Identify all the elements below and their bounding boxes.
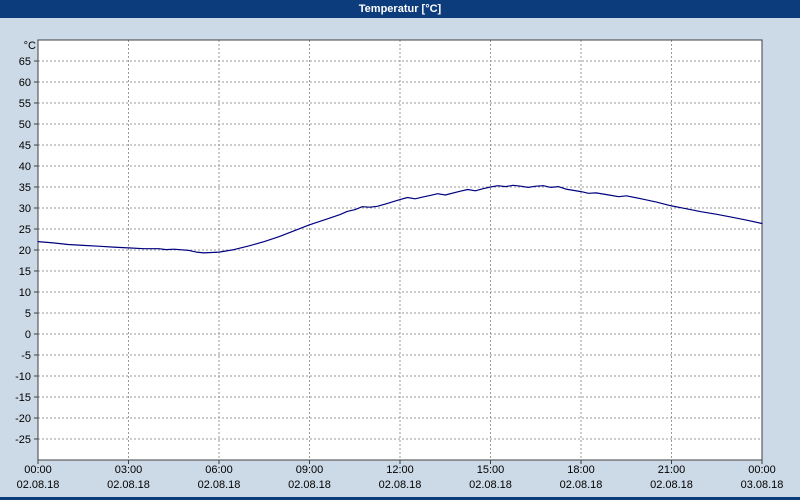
svg-text:20: 20 [19,245,31,257]
window-title: Temperatur [°C] [358,3,442,15]
svg-text:40: 40 [19,161,31,173]
svg-text:-25: -25 [15,434,31,446]
svg-text:30: 30 [19,203,31,215]
window-bottom-edge [0,497,800,500]
window-titlebar[interactable]: Temperatur [°C] [0,0,800,18]
svg-text:12:00: 12:00 [386,464,414,476]
svg-text:-15: -15 [15,392,31,404]
svg-text:02.08.18: 02.08.18 [469,479,512,491]
svg-text:02.08.18: 02.08.18 [198,479,241,491]
svg-text:35: 35 [19,182,31,194]
svg-text:15:00: 15:00 [477,464,505,476]
svg-text:06:00: 06:00 [205,464,233,476]
svg-text:02.08.18: 02.08.18 [107,479,150,491]
svg-text:18:00: 18:00 [567,464,595,476]
svg-text:°C: °C [24,40,36,52]
svg-text:03.08.18: 03.08.18 [741,479,784,491]
svg-text:-10: -10 [15,371,31,383]
svg-text:21:00: 21:00 [658,464,686,476]
svg-text:45: 45 [19,140,31,152]
svg-text:02.08.18: 02.08.18 [379,479,422,491]
svg-text:60: 60 [19,77,31,89]
svg-text:5: 5 [25,308,31,320]
svg-text:0: 0 [25,329,31,341]
svg-text:02.08.18: 02.08.18 [650,479,693,491]
chart-area: 65 60 55 50 45 40 35 30 25 20 15 10 5 0 -5 -10 -15 -20 -25… [0,18,800,497]
svg-text:02.08.18: 02.08.18 [560,479,603,491]
svg-text:25: 25 [19,224,31,236]
svg-text:65: 65 [19,56,31,68]
svg-text:09:00: 09:00 [296,464,324,476]
svg-text:02.08.18: 02.08.18 [17,479,60,491]
svg-text:00:00: 00:00 [24,464,52,476]
svg-text:10: 10 [19,287,31,299]
svg-text:15: 15 [19,266,31,278]
svg-text:00:00: 00:00 [748,464,776,476]
svg-text:50: 50 [19,119,31,131]
svg-text:-5: -5 [21,350,31,362]
svg-text:03:00: 03:00 [115,464,143,476]
temperature-line-chart: 65605550454035302520151050-5-10-15-20-25… [15,39,784,491]
svg-text:-20: -20 [15,413,31,425]
svg-text:55: 55 [19,98,31,110]
svg-text:02.08.18: 02.08.18 [288,479,331,491]
